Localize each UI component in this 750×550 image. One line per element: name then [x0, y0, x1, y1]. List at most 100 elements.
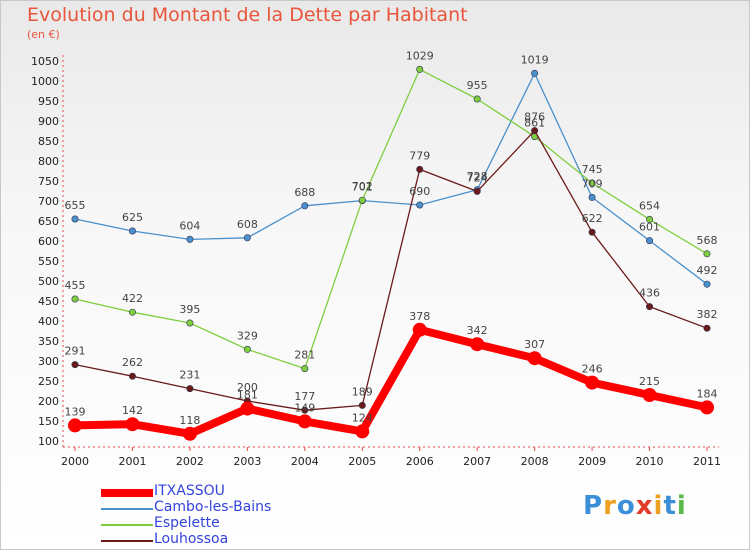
data-label: 184	[697, 387, 718, 400]
series-line-0	[74, 325, 708, 438]
y-tick-label: 600	[38, 235, 59, 248]
data-label: 625	[122, 211, 143, 224]
y-tick-label: 850	[38, 135, 59, 148]
data-point	[243, 234, 251, 242]
x-tick-label: 2011	[693, 455, 721, 468]
legend-swatch	[101, 489, 153, 497]
y-tick-label: 650	[38, 215, 59, 228]
data-label: 139	[65, 405, 86, 418]
data-label: 231	[179, 369, 200, 382]
legend-swatch	[101, 508, 153, 510]
data-label: 779	[409, 149, 430, 162]
series-line-2	[74, 68, 708, 370]
data-label: 654	[639, 199, 660, 212]
data-point	[355, 424, 370, 439]
data-point	[588, 193, 596, 201]
data-label: 382	[697, 308, 718, 321]
chart-axes: 100 150 200 250 300 350 400 450 500 550 600 650 700 7…	[31, 55, 721, 468]
logo-letter: i	[676, 491, 687, 521]
data-point	[186, 385, 194, 393]
data-label: 604	[179, 219, 200, 232]
data-point	[527, 351, 542, 366]
logo-letter: r	[603, 491, 617, 521]
data-label: 455	[65, 279, 86, 292]
y-tick-label: 800	[38, 155, 59, 168]
legend-item: Espelette	[101, 515, 401, 533]
y-tick-label: 200	[38, 395, 59, 408]
data-label: 1019	[521, 53, 549, 66]
logo-letter: P	[583, 491, 604, 521]
data-point	[700, 400, 714, 415]
data-point	[703, 280, 711, 288]
data-point	[186, 319, 194, 327]
x-tick-label: 2004	[291, 455, 319, 468]
series-line-3	[74, 129, 708, 411]
legend-swatch	[101, 540, 153, 542]
data-label: 492	[697, 264, 718, 277]
data-label: 655	[65, 199, 86, 212]
data-point	[301, 202, 309, 210]
data-label: 709	[582, 177, 603, 190]
data-point	[243, 345, 251, 353]
x-tick-label: 2001	[118, 455, 146, 468]
data-label: 378	[409, 310, 430, 323]
data-point	[358, 401, 366, 409]
y-tick-label: 750	[38, 175, 59, 188]
legend-item: Cambo-les-Bains	[101, 499, 401, 517]
legend-label: ITXASSOU	[154, 483, 225, 499]
data-label: 688	[294, 186, 315, 199]
data-point	[128, 372, 136, 380]
data-label: 142	[122, 404, 143, 417]
chart-series	[68, 65, 714, 441]
data-point	[588, 228, 596, 236]
data-point	[473, 187, 481, 195]
data-label: 189	[352, 385, 373, 398]
line-chart: 100 150 200 250 300 350 400 450 500 550 600 650 700 7…	[31, 49, 721, 468]
data-point	[125, 417, 140, 432]
data-point	[473, 95, 481, 103]
data-point	[301, 365, 309, 373]
data-label: 955	[467, 79, 488, 92]
data-point	[186, 235, 194, 243]
x-tick-label: 2002	[176, 455, 204, 468]
legend-item: Louhossoa	[101, 531, 401, 549]
data-label: 601	[639, 221, 660, 234]
data-label: 124	[352, 411, 373, 424]
data-point	[297, 414, 312, 429]
data-label: 118	[179, 414, 200, 427]
data-label: 724	[467, 171, 488, 184]
y-tick-label: 550	[38, 255, 59, 268]
logo-letter: o	[616, 491, 636, 521]
data-label: 262	[122, 356, 143, 369]
x-tick-label: 2008	[521, 455, 549, 468]
data-label: 568	[697, 234, 718, 247]
y-tick-label: 900	[38, 115, 59, 128]
y-tick-label: 100	[38, 435, 59, 448]
y-tick-label: 450	[38, 295, 59, 308]
series-line-1	[74, 72, 708, 285]
data-point	[182, 426, 197, 441]
chart-subtitle: (en €)	[27, 28, 60, 41]
data-label: 876	[524, 111, 545, 124]
data-point	[646, 237, 654, 245]
data-point	[585, 375, 600, 390]
data-point	[703, 324, 711, 332]
legend-label: Espelette	[154, 515, 220, 531]
data-point	[412, 322, 427, 337]
data-point	[240, 401, 255, 416]
data-point	[531, 127, 539, 135]
data-label: 1029	[406, 49, 434, 62]
data-point	[646, 215, 654, 223]
y-tick-label: 1050	[31, 55, 59, 68]
data-point	[470, 337, 485, 352]
y-tick-label: 250	[38, 375, 59, 388]
chart-title: Evolution du Montant de la Dette par Hab…	[27, 4, 468, 26]
data-point	[416, 201, 424, 209]
data-label: 436	[639, 287, 660, 300]
data-point	[71, 215, 79, 223]
data-label: 215	[639, 375, 660, 388]
legend-label: Louhossoa	[154, 531, 229, 547]
data-label: 608	[237, 218, 258, 231]
y-tick-label: 500	[38, 275, 59, 288]
